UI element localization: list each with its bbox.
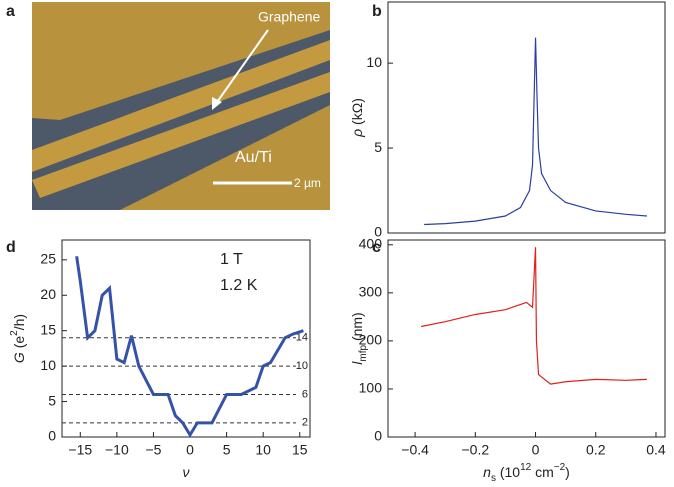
axis-label-part: n [483, 464, 491, 480]
axis-label-part: (nm) [349, 312, 365, 345]
arrow [214, 29, 269, 106]
electrode-label: Au/Ti [235, 149, 272, 166]
x-tick-label: −0.4 [401, 442, 429, 458]
guide-label: 6 [302, 388, 308, 400]
axis-label: ν [183, 464, 190, 480]
y-tick-label: 200 [359, 332, 383, 348]
y-tick-label: 0 [48, 428, 56, 444]
x-tick-label: −10 [105, 442, 129, 458]
electrode [32, 72, 330, 198]
axis-label-part: ρ [349, 129, 365, 138]
y-tick-label: 25 [40, 251, 56, 267]
y-tick-label: 10 [366, 54, 382, 70]
y-tick-label: 5 [374, 139, 382, 155]
axis-label-part: ν [183, 464, 190, 480]
axis-label-part: ) [565, 464, 570, 480]
axis-label-part: 12 [520, 462, 532, 473]
electrode [32, 40, 330, 172]
y-tick-label: 15 [40, 321, 56, 337]
axis-label-part: (kΩ) [349, 98, 365, 129]
panel-letter: c [372, 239, 381, 256]
y-tick-label: 5 [48, 392, 56, 408]
micrograph: Graphene Au/Ti 2 µm [32, 2, 330, 210]
x-tick-label: 0 [532, 442, 540, 458]
panel-letter: a [6, 3, 15, 20]
axis-label-part: (e [11, 336, 27, 353]
scale-label: 2 µm [294, 176, 321, 190]
x-tick-label: −0.2 [461, 442, 489, 458]
x-tick-label: 0.2 [586, 442, 606, 458]
guide-label: 2 [302, 417, 308, 429]
axis-label-part: (10 [496, 464, 520, 480]
guide-label: 14 [296, 332, 308, 344]
plot-frame [387, 1, 666, 234]
axis-label: lmfp (nm) [349, 312, 369, 364]
x-tick-label: 10 [255, 442, 271, 458]
plot-frame [387, 239, 666, 438]
panel-letter: d [6, 239, 16, 256]
data-line [424, 37, 647, 226]
plot-frame [61, 239, 311, 438]
y-tick-label: 100 [359, 380, 383, 396]
axis-label-part: 2 [9, 330, 20, 336]
axis-label: ns (1012 cm−2) [483, 462, 570, 484]
axis-label: ρ (kΩ) [349, 98, 365, 138]
axis-label-part: −2 [554, 462, 566, 473]
axis-label-part: G [11, 352, 27, 363]
x-tick-label: 0 [186, 442, 194, 458]
x-tick-label: −15 [68, 442, 92, 458]
guide-label: 10 [296, 360, 308, 372]
y-tick-label: 20 [40, 286, 56, 302]
axis-label-part: s [491, 473, 496, 484]
y-tick-label: 300 [359, 284, 383, 300]
annotation: 1.2 K [220, 277, 258, 294]
graphene-label: Graphene [258, 9, 320, 25]
y-tick-label: 0 [374, 224, 382, 240]
data-line [421, 247, 647, 385]
y-tick-label: 400 [359, 236, 383, 252]
annotation: 1 T [220, 251, 243, 268]
panel-letter: b [372, 3, 382, 20]
electrode [32, 2, 330, 120]
x-tick-label: 15 [292, 442, 308, 458]
y-tick-label: 0 [374, 428, 382, 444]
arrowhead [212, 97, 222, 110]
y-tick-label: 10 [40, 357, 56, 373]
x-tick-label: 0.4 [646, 442, 666, 458]
axis-label-part: /h) [11, 314, 27, 330]
axis-label: G (e2/h) [9, 314, 27, 363]
x-tick-label: −5 [145, 442, 161, 458]
axis-label-part: mfp [358, 345, 369, 362]
x-tick-label: 5 [223, 442, 231, 458]
axis-label-part: cm [531, 464, 554, 480]
data-line [75, 256, 304, 438]
axis-label-part: l [349, 361, 365, 365]
